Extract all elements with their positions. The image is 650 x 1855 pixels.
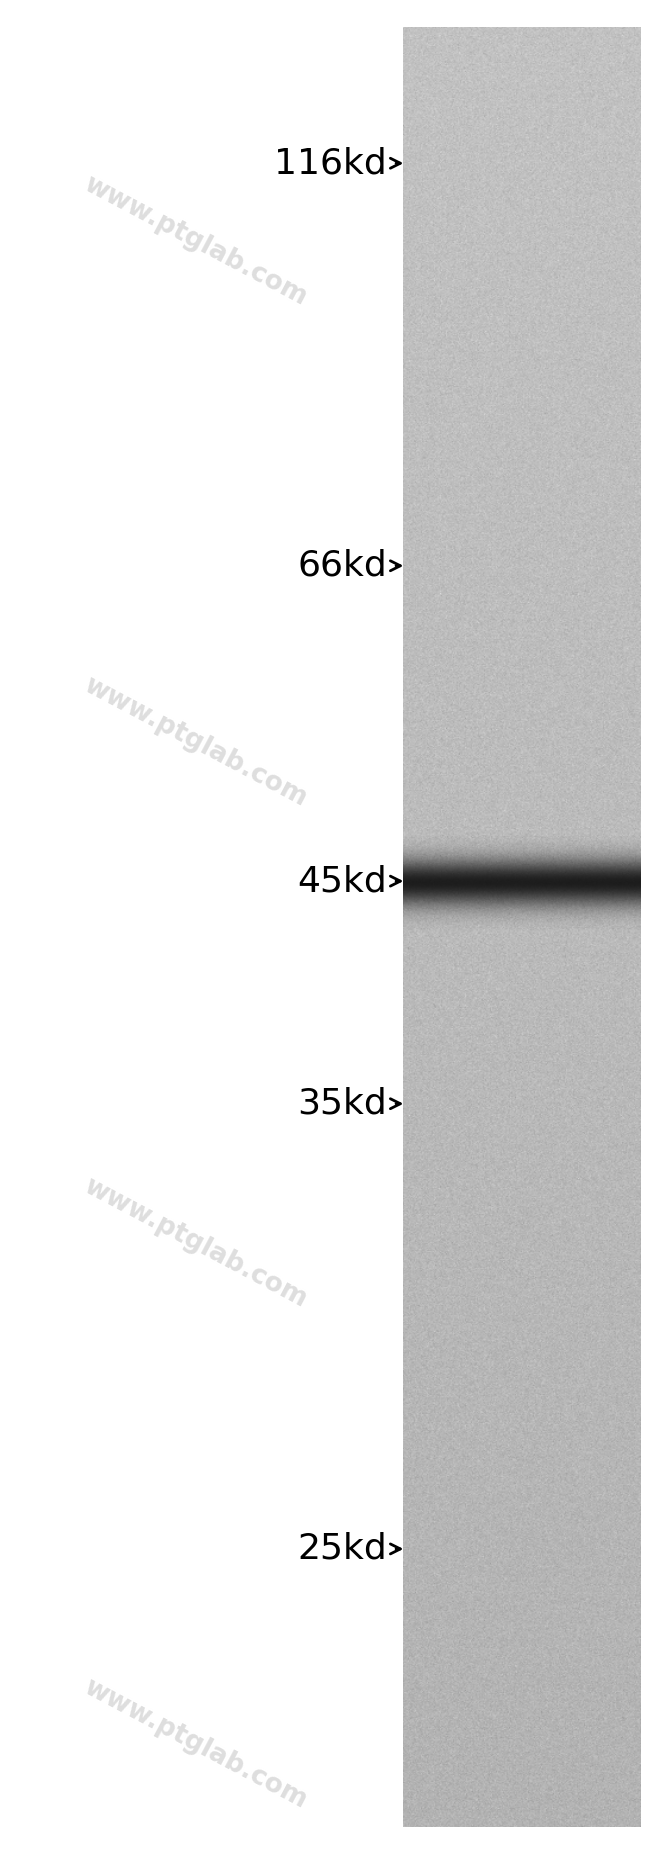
Text: 66kd: 66kd (297, 549, 387, 582)
Text: 45kd: 45kd (297, 864, 387, 898)
Text: 35kd: 35kd (297, 1087, 387, 1120)
Text: www.ptglab.com: www.ptglab.com (79, 1172, 311, 1313)
Text: www.ptglab.com: www.ptglab.com (79, 1673, 311, 1814)
Text: www.ptglab.com: www.ptglab.com (79, 672, 311, 812)
Text: www.ptglab.com: www.ptglab.com (79, 171, 311, 312)
Text: 116kd: 116kd (274, 147, 387, 180)
Text: 25kd: 25kd (297, 1532, 387, 1566)
